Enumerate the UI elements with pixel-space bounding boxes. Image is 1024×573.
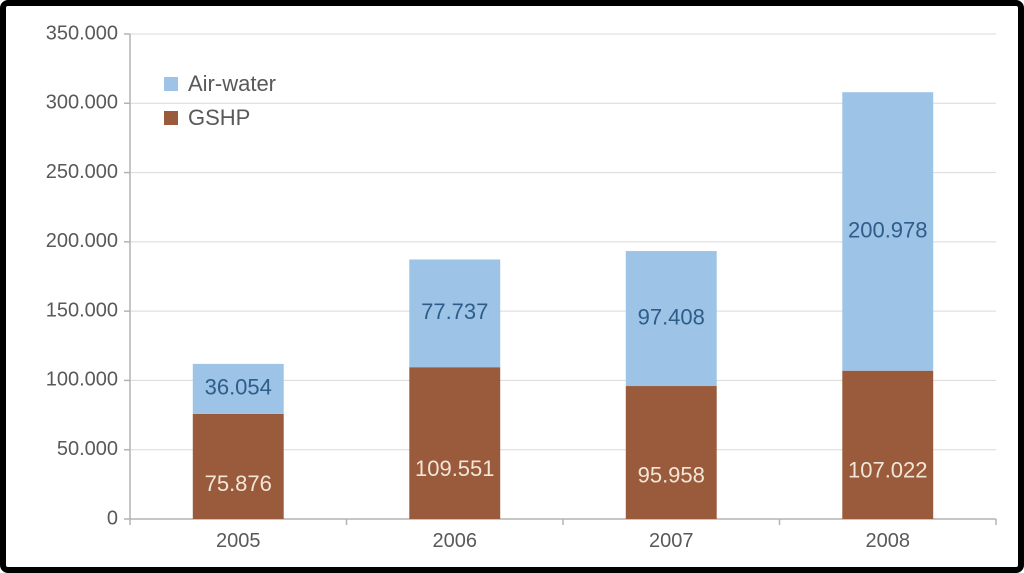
bar-label-air-water: 97.408 [638,304,705,329]
x-tick-label: 2005 [216,530,261,552]
bar-label-air-water: 77.737 [421,299,488,324]
legend-marker [164,77,178,91]
bar-gshp [409,367,500,519]
bar-label-air-water: 36.054 [205,375,272,400]
bar-gshp [842,371,933,519]
y-tick-label: 200.000 [46,230,118,252]
bar-label-gshp: 95.958 [638,462,705,487]
chart-frame: 0 50.000 100.000 150.000 200.000 250.000 300.0… [0,0,1024,573]
bar-label-air-water: 200.978 [848,217,928,242]
x-tick-label: 2007 [649,530,694,552]
bar-label-gshp: 75.876 [205,471,272,496]
bar-label-gshp: 107.022 [848,457,928,482]
bar-gshp [193,414,284,519]
chart-svg: 0 50.000 100.000 150.000 200.000 250.000 300.0… [20,16,1016,563]
bar-gshp [626,386,717,519]
y-tick-label: 50.000 [57,438,118,460]
bar-label-gshp: 109.551 [415,456,495,481]
x-tick-label: 2008 [866,530,911,552]
y-tick-label: 0 [107,507,118,529]
x-tick-label: 2006 [433,530,478,552]
legend-marker [164,111,178,125]
y-tick-label: 250.000 [46,161,118,183]
y-tick-label: 100.000 [46,369,118,391]
stacked-bar-chart: 0 50.000 100.000 150.000 200.000 250.000 300.0… [20,16,1004,557]
y-tick-label: 350.000 [46,22,118,44]
legend-label: GSHP [188,105,250,130]
legend-label: Air-water [188,71,276,96]
y-tick-label: 300.000 [46,92,118,114]
y-tick-label: 150.000 [46,299,118,321]
